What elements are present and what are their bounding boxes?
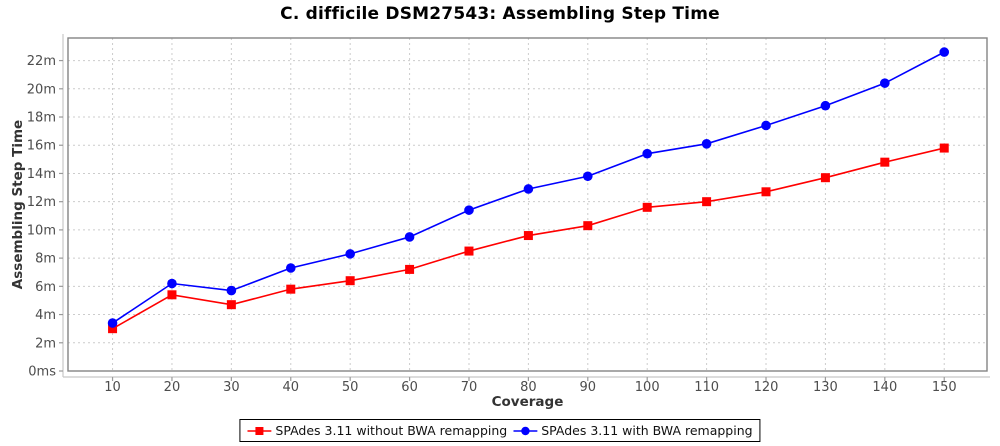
data-point: [880, 78, 890, 88]
data-point: [345, 249, 355, 259]
x-tick-label: 90: [580, 380, 597, 395]
y-axis-label: Assembling Step Time: [10, 120, 26, 289]
data-point: [286, 284, 296, 294]
data-point: [226, 300, 236, 310]
legend-item-1: SPAdes 3.11 with BWA remapping: [513, 423, 753, 438]
y-tick-label: 6m: [35, 280, 56, 295]
y-tick-label: 2m: [35, 336, 56, 351]
x-tick-label: 70: [461, 380, 478, 395]
x-tick-label: 150: [932, 380, 957, 395]
y-tick-label: 16m: [27, 139, 56, 154]
data-point: [939, 47, 950, 57]
x-tick-label: 10: [104, 380, 121, 395]
y-tick-label: 8m: [35, 252, 56, 267]
data-point: [761, 120, 771, 131]
x-tick-label: 120: [754, 380, 779, 395]
legend-item-0: SPAdes 3.11 without BWA remapping: [247, 423, 507, 438]
data-point: [285, 263, 296, 273]
y-tick-label: 22m: [27, 54, 56, 69]
x-tick-label: 100: [635, 380, 660, 395]
x-tick-label: 20: [164, 380, 181, 395]
y-tick-label: 18m: [27, 111, 56, 126]
plot-area: 10 20 30 40 50 60 70 80 90 100 110 120 130 140 150 0ms 2…: [10, 34, 990, 410]
x-tick-label: 60: [401, 380, 418, 395]
data-point: [464, 205, 474, 215]
y-tick-label: 20m: [27, 82, 56, 97]
x-tick-label: 30: [223, 380, 240, 395]
x-tick-label: 140: [872, 380, 897, 395]
data-point: [820, 100, 831, 111]
data-point: [880, 157, 890, 167]
data-point: [583, 221, 593, 231]
x-tick-label: 80: [520, 380, 537, 395]
legend-label-1: SPAdes 3.11 with BWA remapping: [541, 423, 753, 438]
data-point: [167, 290, 177, 300]
plot-border: [67, 37, 988, 372]
data-point: [226, 285, 237, 296]
y-tick-label: 12m: [27, 195, 56, 210]
data-point: [701, 139, 712, 149]
legend: SPAdes 3.11 without BWA remapping SPAdes …: [239, 419, 761, 442]
data-point: [523, 231, 533, 241]
data-point: [820, 173, 830, 183]
data-point: [761, 187, 771, 197]
x-tick-label: 40: [282, 380, 299, 395]
data-point: [523, 184, 534, 194]
data-point: [345, 276, 355, 286]
y-tick-label: 10m: [27, 223, 56, 238]
y-tick-label: 14m: [27, 167, 56, 182]
data-point: [464, 246, 474, 256]
legend-label-0: SPAdes 3.11 without BWA remapping: [275, 423, 508, 438]
x-tick-label: 50: [342, 380, 359, 395]
data-point: [404, 232, 415, 242]
x-tick-label: 110: [694, 380, 719, 395]
data-point: [939, 143, 949, 153]
y-tick-label: 4m: [35, 308, 56, 323]
chart-title: C. difficile DSM27543: Assembling Step T…: [280, 4, 720, 24]
legend-circle-marker-icon: [513, 426, 538, 435]
legend-square-marker-icon: [247, 426, 272, 435]
data-point: [108, 324, 118, 334]
data-point: [642, 148, 653, 159]
data-point: [107, 318, 118, 328]
y-tick-label: 0ms: [28, 365, 56, 380]
x-axis-label: Coverage: [492, 394, 564, 410]
data-point: [405, 264, 415, 274]
data-point: [642, 202, 652, 212]
data-point: [702, 197, 712, 207]
x-tick-label: 130: [813, 380, 838, 395]
data-point: [167, 278, 177, 289]
data-point: [582, 171, 593, 182]
